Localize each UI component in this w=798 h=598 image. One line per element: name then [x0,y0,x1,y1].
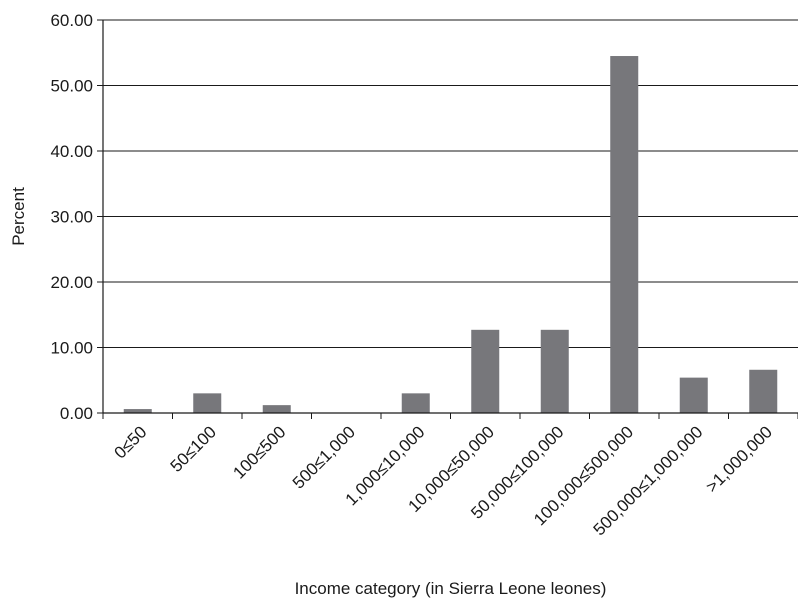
y-tick-label: 50.00 [50,77,93,96]
y-axis-ticks: 0.00 10.00 20.00 30.00 40.00 50.00 60.00 [50,11,103,423]
x-axis-ticks: 0≤50 50≤100 100≤500 500≤1,0001,000≤10,00010… [102,413,798,539]
bars [123,56,778,414]
bar [749,369,778,413]
y-tick-label: 60.00 [50,11,93,30]
y-tick-label: 30.00 [50,208,93,227]
y-tick-label: 40.00 [50,142,93,161]
x-tick-label: 0≤50 [110,422,150,462]
y-tick-label: 0.00 [60,404,93,423]
x-tick-label: 100≤500 [229,422,289,482]
bar [610,56,639,414]
y-axis-title: Percent [9,187,28,246]
x-tick-label: >1,000,000 [702,422,776,496]
bar [540,329,569,413]
x-tick-label: 500≤1,000 [289,422,359,492]
bar [401,393,430,413]
bar [471,329,500,413]
bar [679,377,708,413]
bar [262,405,291,413]
gridlines [103,19,798,414]
bar [193,393,222,413]
y-tick-label: 10.00 [50,339,93,358]
x-tick-label: 50≤100 [167,422,220,475]
y-tick-label: 20.00 [50,273,93,292]
bar [123,409,152,413]
x-axis-title: Income category (in Sierra Leone leones) [295,579,607,598]
